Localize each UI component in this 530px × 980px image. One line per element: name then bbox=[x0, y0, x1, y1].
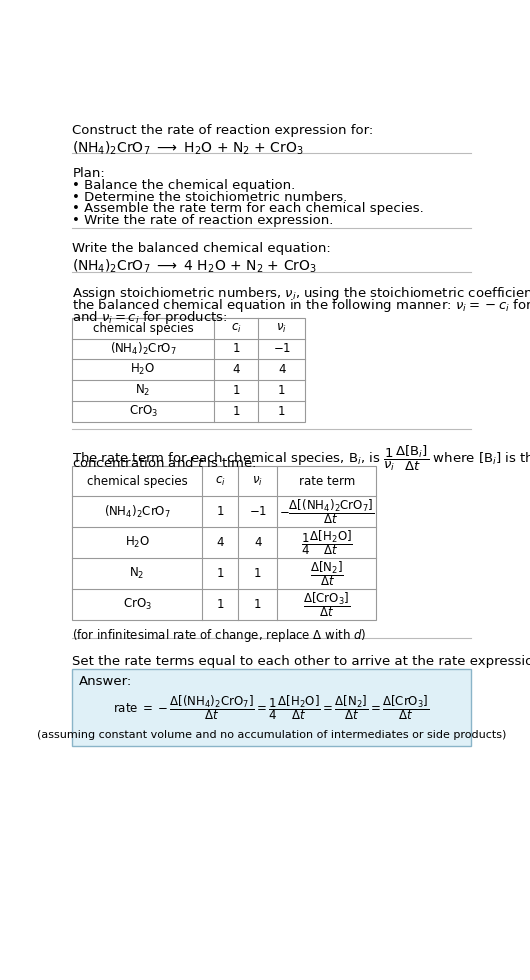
Text: 1: 1 bbox=[232, 405, 240, 417]
Text: $-\dfrac{\Delta[{\rm (NH_4)_2CrO_7}]}{\Delta t}$: $-\dfrac{\Delta[{\rm (NH_4)_2CrO_7}]}{\D… bbox=[279, 498, 374, 526]
Text: $\dfrac{\Delta[{\rm N_2}]}{\Delta t}$: $\dfrac{\Delta[{\rm N_2}]}{\Delta t}$ bbox=[310, 559, 343, 588]
Text: • Assemble the rate term for each chemical species.: • Assemble the rate term for each chemic… bbox=[73, 202, 424, 216]
Text: chemical species: chemical species bbox=[93, 321, 193, 335]
Text: N$_2$: N$_2$ bbox=[135, 383, 151, 398]
Bar bbox=[73, 466, 376, 619]
Text: 1: 1 bbox=[254, 567, 261, 580]
Text: The rate term for each chemical species, B$_i$, is $\dfrac{1}{\nu_i}\dfrac{\Delt: The rate term for each chemical species,… bbox=[73, 444, 530, 473]
Text: $\dfrac{1}{4}\dfrac{\Delta[{\rm H_2O}]}{\Delta t}$: $\dfrac{1}{4}\dfrac{\Delta[{\rm H_2O}]}{… bbox=[301, 528, 352, 557]
Text: N$_2$: N$_2$ bbox=[129, 565, 145, 581]
Text: Answer:: Answer: bbox=[78, 675, 132, 688]
Text: $\nu_i$: $\nu_i$ bbox=[252, 474, 263, 488]
Text: Assign stoichiometric numbers, $\nu_i$, using the stoichiometric coefficients, $: Assign stoichiometric numbers, $\nu_i$, … bbox=[73, 285, 530, 303]
Text: H$_2$O: H$_2$O bbox=[130, 363, 156, 377]
Text: • Determine the stoichiometric numbers.: • Determine the stoichiometric numbers. bbox=[73, 191, 348, 204]
Text: Set the rate terms equal to each other to arrive at the rate expression:: Set the rate terms equal to each other t… bbox=[73, 655, 530, 668]
Text: Write the balanced chemical equation:: Write the balanced chemical equation: bbox=[73, 242, 331, 256]
Text: rate term: rate term bbox=[298, 474, 355, 487]
Text: • Write the rate of reaction expression.: • Write the rate of reaction expression. bbox=[73, 214, 334, 226]
Text: (NH$_4$)$_2$CrO$_7$: (NH$_4$)$_2$CrO$_7$ bbox=[110, 341, 176, 357]
Text: (NH$_4$)$_2$CrO$_7$ $\longrightarrow$ 4 H$_2$O + N$_2$ + CrO$_3$: (NH$_4$)$_2$CrO$_7$ $\longrightarrow$ 4 … bbox=[73, 258, 317, 275]
Text: and $\nu_i = c_i$ for products:: and $\nu_i = c_i$ for products: bbox=[73, 309, 228, 325]
Bar bbox=[73, 669, 471, 746]
Text: $\dfrac{\Delta[{\rm CrO_3}]}{\Delta t}$: $\dfrac{\Delta[{\rm CrO_3}]}{\Delta t}$ bbox=[303, 590, 350, 618]
Text: (NH$_4$)$_2$CrO$_7$: (NH$_4$)$_2$CrO$_7$ bbox=[104, 504, 171, 519]
Text: $-1$: $-1$ bbox=[249, 506, 267, 518]
Text: Plan:: Plan: bbox=[73, 167, 105, 180]
Text: (NH$_4$)$_2$CrO$_7$ $\longrightarrow$ H$_2$O + N$_2$ + CrO$_3$: (NH$_4$)$_2$CrO$_7$ $\longrightarrow$ H$… bbox=[73, 139, 304, 157]
Text: $c_i$: $c_i$ bbox=[215, 474, 225, 488]
Text: CrO$_3$: CrO$_3$ bbox=[128, 404, 157, 418]
Text: $\nu_i$: $\nu_i$ bbox=[276, 321, 287, 335]
Text: 1: 1 bbox=[232, 384, 240, 397]
Bar bbox=[73, 318, 305, 421]
Text: 1: 1 bbox=[278, 405, 286, 417]
Text: concentration and $t$ is time:: concentration and $t$ is time: bbox=[73, 457, 257, 470]
Text: (assuming constant volume and no accumulation of intermediates or side products): (assuming constant volume and no accumul… bbox=[37, 730, 506, 740]
Text: 1: 1 bbox=[254, 598, 261, 611]
Text: 4: 4 bbox=[232, 364, 240, 376]
Text: H$_2$O: H$_2$O bbox=[125, 535, 150, 550]
Text: 1: 1 bbox=[232, 342, 240, 356]
Text: • Balance the chemical equation.: • Balance the chemical equation. bbox=[73, 179, 296, 192]
Text: 1: 1 bbox=[278, 384, 286, 397]
Text: 1: 1 bbox=[216, 506, 224, 518]
Text: rate $= -\dfrac{\Delta[{\rm (NH_4)_2CrO_7}]}{\Delta t} = \dfrac{1}{4}\dfrac{\Del: rate $= -\dfrac{\Delta[{\rm (NH_4)_2CrO_… bbox=[113, 693, 430, 722]
Text: $-1$: $-1$ bbox=[272, 342, 291, 356]
Text: (for infinitesimal rate of change, replace Δ with $d$): (for infinitesimal rate of change, repla… bbox=[73, 627, 367, 644]
Text: $c_i$: $c_i$ bbox=[231, 321, 241, 335]
Text: Construct the rate of reaction expression for:: Construct the rate of reaction expressio… bbox=[73, 123, 374, 137]
Text: the balanced chemical equation in the following manner: $\nu_i = -c_i$ for react: the balanced chemical equation in the fo… bbox=[73, 297, 530, 314]
Text: 1: 1 bbox=[216, 567, 224, 580]
Text: 4: 4 bbox=[254, 536, 261, 549]
Text: CrO$_3$: CrO$_3$ bbox=[122, 597, 152, 612]
Text: 4: 4 bbox=[216, 536, 224, 549]
Text: 1: 1 bbox=[216, 598, 224, 611]
Text: chemical species: chemical species bbox=[87, 474, 188, 487]
Text: 4: 4 bbox=[278, 364, 286, 376]
